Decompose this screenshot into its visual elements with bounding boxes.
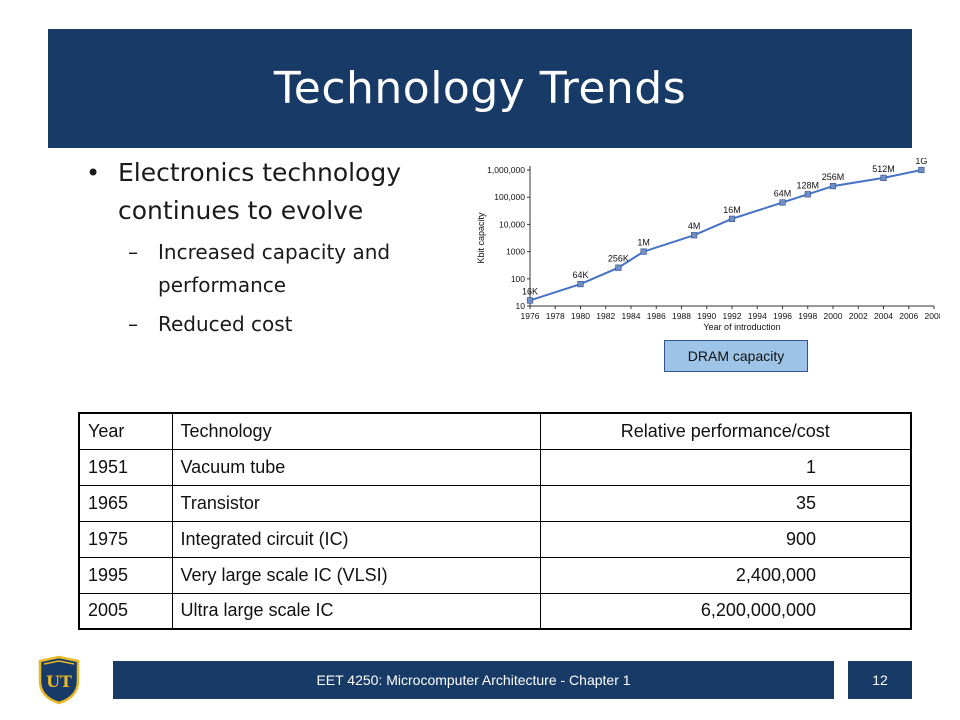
- x-tick-label: 2000: [824, 311, 843, 321]
- y-tick-label: 1000: [506, 247, 525, 257]
- cell-performance: 35: [539, 484, 912, 522]
- cell-year: 1951: [78, 448, 173, 486]
- y-tick-label: 100: [511, 274, 525, 284]
- data-point: [728, 215, 736, 222]
- data-point: [804, 191, 811, 198]
- y-tick-label: 1,000,000: [487, 165, 525, 175]
- dram-chart: 10 100 1000 10,000 100,000 1,000,000 1976 1978 1…: [460, 158, 940, 343]
- data-point: [779, 199, 786, 206]
- x-tick-label: 2002: [849, 311, 868, 321]
- y-axis-label: Kbit capacity: [476, 212, 486, 264]
- data-point: [829, 182, 837, 190]
- table-header-row: Year Technology Relative performance/cos…: [78, 412, 912, 450]
- cell-technology: Vacuum tube: [171, 448, 541, 486]
- table-row: 1965 Transistor 35: [78, 484, 912, 522]
- data-point: [880, 174, 887, 182]
- data-label: 1M: [637, 238, 650, 248]
- page-number: 12: [872, 672, 888, 688]
- header-technology: Technology: [171, 412, 541, 450]
- cell-year: 1995: [78, 556, 173, 594]
- cell-year: 2005: [78, 592, 173, 630]
- x-axis-label: Year of introduction: [703, 322, 780, 332]
- dram-series-line: [529, 169, 922, 302]
- x-tick-label: 1978: [546, 311, 565, 321]
- data-label: 512M: [872, 164, 895, 174]
- cell-performance: 900: [539, 520, 912, 558]
- data-point: [691, 232, 698, 239]
- cell-technology: Very large scale IC (VLSI): [171, 556, 541, 594]
- technology-table: Year Technology Relative performance/cos…: [78, 412, 912, 630]
- x-tick-label: 1998: [798, 311, 817, 321]
- data-label: 128M: [796, 180, 819, 190]
- header-year: Year: [78, 412, 173, 450]
- sub-bullet-capacity-text: Increased capacity and performance: [158, 240, 391, 297]
- x-tick-label: 1982: [596, 311, 615, 321]
- header-performance: Relative performance/cost: [539, 412, 912, 450]
- data-point: [526, 297, 534, 304]
- table-row: 2005 Ultra large scale IC 6,200,000,000: [78, 592, 912, 630]
- data-point: [918, 166, 925, 174]
- data-label: 16M: [723, 205, 741, 215]
- x-tick-label: 1986: [647, 311, 666, 321]
- cell-performance: 1: [539, 448, 912, 486]
- data-label: 4M: [688, 221, 701, 231]
- data-point: [640, 248, 647, 255]
- cell-technology: Integrated circuit (IC): [171, 520, 541, 558]
- footer-text: EET 4250: Microcomputer Architecture - C…: [316, 672, 631, 688]
- data-label: 256K: [608, 254, 629, 264]
- sub-bullet-cost-text: Reduced cost: [158, 312, 293, 336]
- data-label: 256M: [822, 172, 845, 182]
- cell-technology: Ultra large scale IC: [171, 592, 541, 630]
- data-point: [615, 264, 622, 271]
- table-row: 1951 Vacuum tube 1: [78, 448, 912, 486]
- cell-performance: 2,400,000: [539, 556, 912, 594]
- university-shield-logo: UT: [38, 655, 80, 705]
- cell-year: 1975: [78, 520, 173, 558]
- sub-bullet-cost: – Reduced cost: [128, 312, 293, 336]
- page-number-box: 12: [848, 661, 912, 699]
- y-tick-label: 10,000: [499, 219, 525, 229]
- x-tick-label: 2008: [925, 311, 940, 321]
- y-tick-label: 100,000: [494, 192, 525, 202]
- cell-technology: Transistor: [171, 484, 541, 522]
- x-tick-label: 1992: [723, 311, 742, 321]
- sub-bullet-capacity: – Increased capacity and performance: [128, 240, 391, 297]
- x-tick-label: 1980: [571, 311, 590, 321]
- x-tick-label: 1976: [521, 311, 540, 321]
- logo-text: UT: [46, 672, 72, 691]
- x-tick-label: 1994: [748, 311, 767, 321]
- dram-chart-svg: 10 100 1000 10,000 100,000 1,000,000 1976 1978 1…: [476, 158, 940, 332]
- x-tick-label: 2004: [874, 311, 893, 321]
- x-tick-label: 1996: [773, 311, 792, 321]
- cell-performance: 6,200,000,000: [539, 592, 912, 630]
- x-tick-label: 1988: [672, 311, 691, 321]
- bullet-main: Electronics technology continues to evol…: [82, 154, 462, 230]
- data-label: 64M: [774, 188, 792, 198]
- data-label: 16K: [522, 286, 538, 296]
- table-row: 1975 Integrated circuit (IC) 900: [78, 520, 912, 558]
- data-point: [577, 280, 584, 288]
- x-tick-label: 2006: [899, 311, 918, 321]
- bullet-list: Electronics technology continues to evol…: [82, 154, 462, 341]
- x-tick-label: 1984: [622, 311, 641, 321]
- slide-title: Technology Trends: [273, 63, 687, 114]
- footer-bar: EET 4250: Microcomputer Architecture - C…: [113, 661, 834, 699]
- x-tick-label: 1990: [697, 311, 716, 321]
- data-label: 64K: [572, 270, 588, 280]
- dram-caption: DRAM capacity: [664, 340, 808, 372]
- title-bar: Technology Trends: [48, 29, 912, 148]
- data-label: 1G: [915, 158, 927, 166]
- cell-year: 1965: [78, 484, 173, 522]
- table-row: 1995 Very large scale IC (VLSI) 2,400,00…: [78, 556, 912, 594]
- y-tick-label: 10: [516, 301, 526, 311]
